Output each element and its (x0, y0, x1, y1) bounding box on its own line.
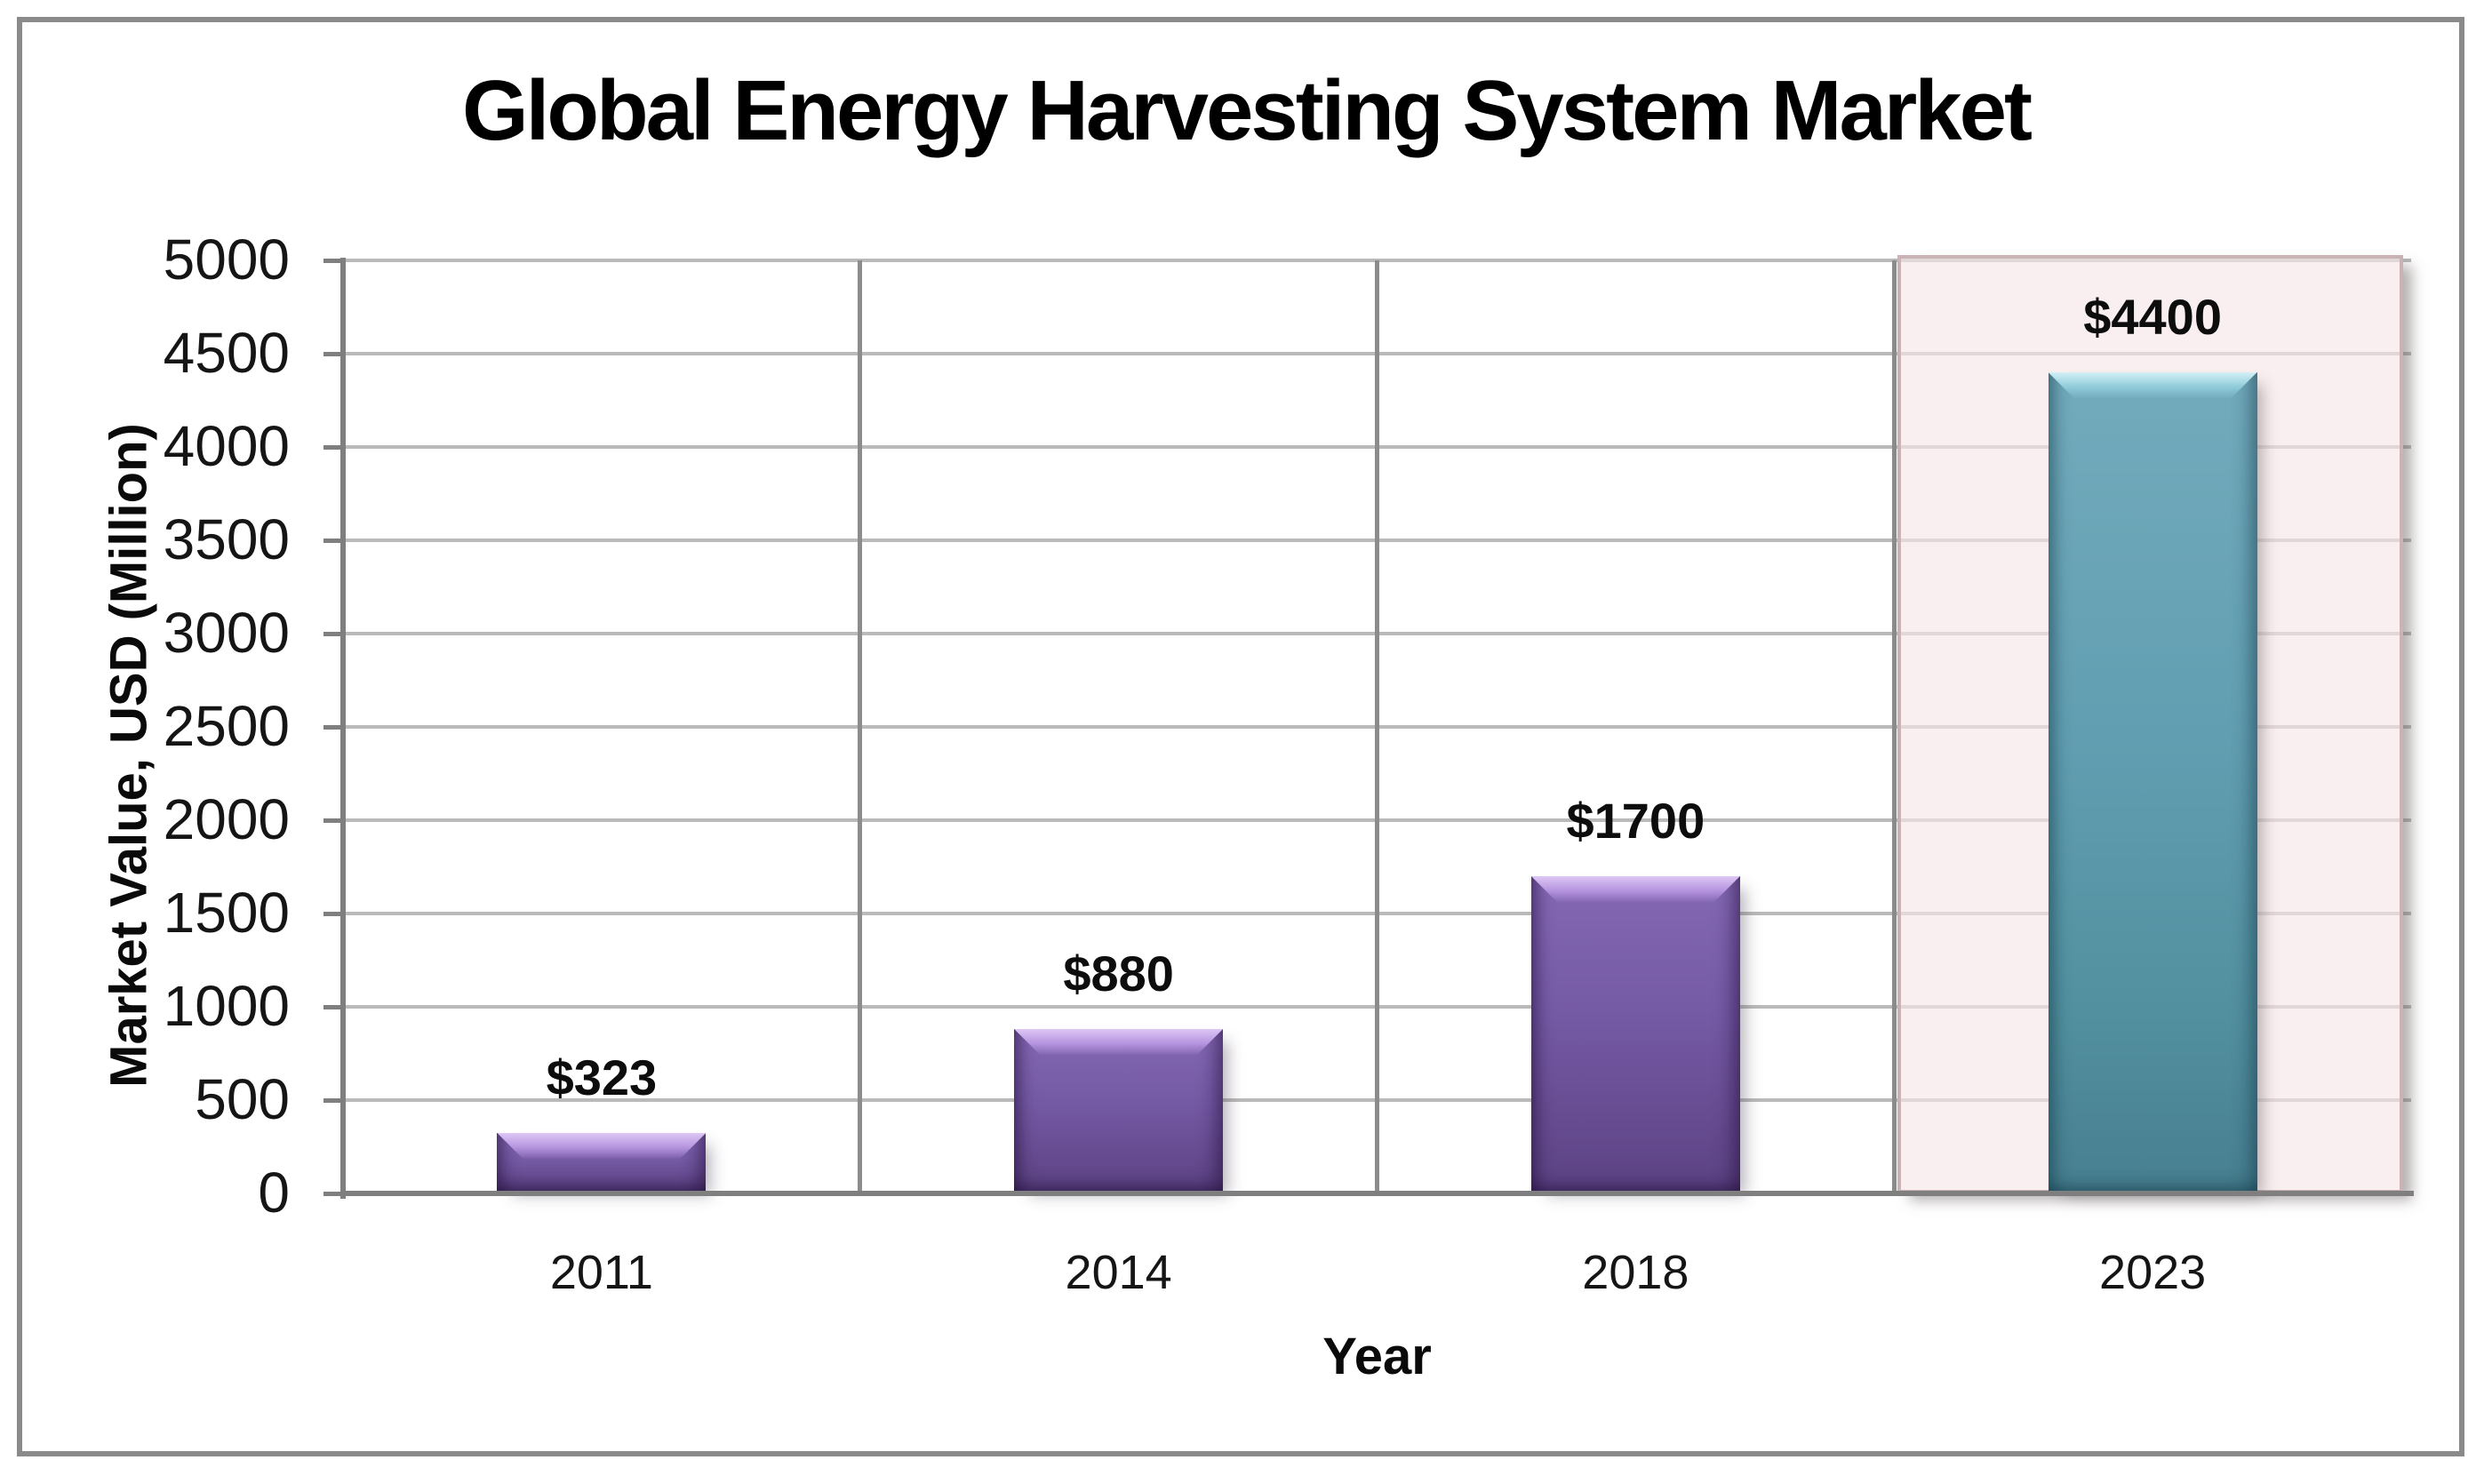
y-tick-label-2000: 2000 (163, 787, 290, 851)
chart-title: Global Energy Harvesting System Market (462, 63, 2033, 158)
y-axis-tick-500 (323, 1098, 343, 1103)
y-tick-label-0: 0 (258, 1161, 290, 1225)
y-tick-label-500: 500 (195, 1067, 290, 1131)
y-axis-tick-2000 (323, 818, 343, 823)
bar-top-bevel-2018 (1531, 876, 1740, 903)
bar-top-bevel-2023 (2049, 372, 2257, 399)
y-tick-label-1000: 1000 (163, 974, 290, 1038)
y-tick-label-1500: 1500 (163, 881, 290, 945)
bar-value-label-2023: $4400 (2083, 289, 2222, 345)
x-tick-label-2023: 2023 (2099, 1246, 2207, 1299)
y-tick-label-4500: 4500 (163, 321, 290, 385)
y-axis-tick-4000 (323, 445, 343, 450)
x-tick-label-2011: 2011 (549, 1246, 653, 1299)
bar-2023 (2048, 372, 2257, 1193)
x-tick-label-2014: 2014 (1065, 1246, 1172, 1299)
y-axis-tick-0 (323, 1192, 343, 1196)
y-axis-tick-1500 (323, 912, 343, 916)
plot-area: 0 500 1000 1500 2000 2500 3000 3500 4000 4500 5000… (164, 231, 2414, 1299)
y-axis-tick-1000 (323, 1005, 343, 1009)
category-separator-3 (1891, 260, 1897, 1193)
y-tick-label-3500: 3500 (163, 507, 290, 571)
bar-value-label-2011: $323 (546, 1049, 658, 1105)
y-axis-tick-3500 (323, 539, 343, 543)
y-axis-tick-5000 (323, 259, 343, 263)
y-axis-tick-2500 (323, 725, 343, 730)
y-tick-label-5000: 5000 (163, 227, 290, 291)
bar-2011 (497, 1133, 707, 1193)
category-separator-2 (1375, 260, 1379, 1193)
category-separator-1 (858, 260, 863, 1193)
bar-2018 (1530, 876, 1740, 1193)
bar-top-bevel-2011 (497, 1133, 706, 1160)
y-tick-label-3000: 3000 (163, 601, 290, 665)
x-axis-line (340, 1191, 2414, 1196)
y-axis-line (340, 258, 346, 1199)
bar-value-label-2014: $880 (1063, 945, 1174, 1001)
bar-2014 (1014, 1029, 1224, 1193)
bar-top-bevel-2014 (1014, 1029, 1223, 1056)
y-axis-tick-4500 (323, 352, 343, 356)
x-tick-label-2018: 2018 (1582, 1246, 1689, 1299)
bar-value-label-2018: $1700 (1566, 793, 1705, 849)
y-tick-label-2500: 2500 (163, 694, 290, 758)
x-axis-title: Year (1322, 1328, 1432, 1385)
y-tick-label-4000: 4000 (163, 414, 290, 478)
y-axis-tick-3000 (323, 632, 343, 636)
